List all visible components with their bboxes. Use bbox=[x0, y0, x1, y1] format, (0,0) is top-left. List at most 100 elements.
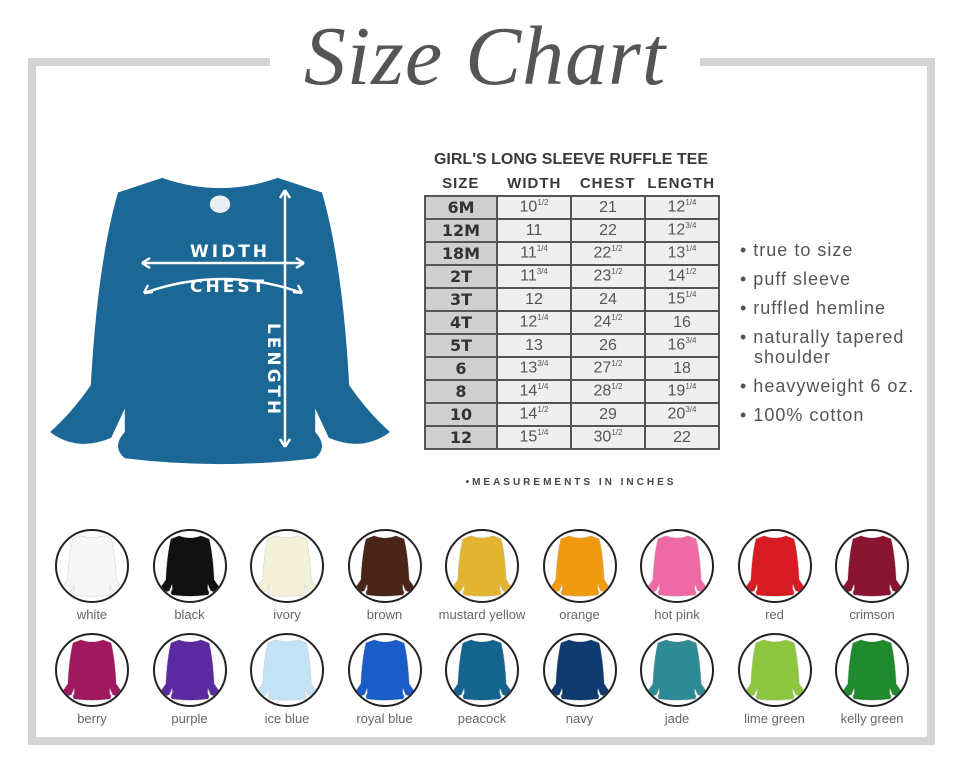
length-label: LENGTH bbox=[263, 322, 284, 418]
header-size: SIZE bbox=[442, 175, 480, 192]
width-cell: 111/4 bbox=[496, 241, 572, 266]
swatch-label: orange bbox=[559, 607, 600, 622]
swatch-jade[interactable]: jade bbox=[640, 633, 714, 727]
shirt-icon bbox=[547, 535, 612, 597]
width-cell: 12 bbox=[496, 287, 572, 312]
header-width: WIDTH bbox=[507, 175, 562, 192]
size-cell: 8 bbox=[424, 379, 498, 404]
swatch-white[interactable]: white bbox=[55, 529, 129, 623]
length-cell: 16 bbox=[644, 310, 720, 335]
swatch-peacock[interactable]: peacock bbox=[445, 633, 519, 727]
swatch-label: royal blue bbox=[356, 711, 413, 726]
chest-cell: 241/2 bbox=[570, 310, 646, 335]
swatch-purple[interactable]: purple bbox=[152, 633, 227, 727]
width-cell: 113/4 bbox=[496, 264, 572, 289]
chest-cell: 231/2 bbox=[570, 264, 646, 289]
table-row: 18M 111/4 221/2 131/4 bbox=[424, 241, 720, 266]
shirt-icon bbox=[547, 639, 612, 701]
shirt-icon bbox=[157, 535, 222, 597]
swatch-crimson[interactable]: crimson bbox=[835, 529, 909, 623]
shirt-icon bbox=[644, 535, 710, 597]
table-row: 5T 13 26 163/4 bbox=[424, 333, 720, 358]
swatch-hot-pink[interactable]: hot pink bbox=[640, 529, 714, 623]
chest-cell: 221/2 bbox=[570, 241, 646, 266]
width-label: WIDTH bbox=[190, 242, 271, 262]
swatch-label: peacock bbox=[457, 711, 507, 726]
swatch-ivory[interactable]: ivory bbox=[250, 529, 324, 623]
chest-cell: 29 bbox=[570, 402, 646, 427]
shirt-icon bbox=[449, 535, 515, 597]
swatch-ice-blue[interactable]: ice blue bbox=[250, 633, 324, 727]
length-cell: 121/4 bbox=[644, 195, 720, 220]
swatch-berry[interactable]: berry bbox=[55, 633, 129, 727]
swatch-circle bbox=[250, 633, 324, 707]
swatch-label: ivory bbox=[273, 607, 301, 622]
size-cell: 3T bbox=[424, 287, 498, 312]
swatch-label: navy bbox=[565, 711, 594, 726]
swatch-brown[interactable]: brown bbox=[347, 529, 422, 623]
length-cell: 22 bbox=[644, 425, 720, 450]
swatch-circle bbox=[640, 529, 714, 603]
swatch-kelly-green[interactable]: kelly green bbox=[835, 633, 909, 727]
swatch-label: mustard yellow bbox=[438, 607, 526, 622]
measurement-note: •MEASUREMENTS IN INCHES bbox=[465, 477, 677, 488]
swatch-royal-blue[interactable]: royal blue bbox=[347, 633, 422, 727]
width-cell: 141/2 bbox=[496, 402, 572, 427]
swatch-label: red bbox=[765, 607, 784, 622]
shirt-icon bbox=[254, 535, 320, 597]
table-row: 12M 11 22 123/4 bbox=[424, 218, 720, 243]
swatch-label: kelly green bbox=[840, 711, 904, 726]
table-header: SIZE WIDTH CHEST LENGTH bbox=[424, 175, 718, 193]
length-cell: 18 bbox=[644, 356, 720, 381]
table-row: 6M 101/2 21 121/4 bbox=[424, 195, 720, 220]
chest-cell: 301/2 bbox=[570, 425, 646, 450]
header-chest: CHEST bbox=[579, 175, 636, 192]
feature-list: • true to size • puff sleeve • ruffled hem… bbox=[740, 240, 940, 434]
length-cell: 151/4 bbox=[644, 287, 720, 312]
width-cell: 13 bbox=[496, 333, 572, 358]
width-cell: 11 bbox=[496, 218, 572, 243]
header-length: LENGTH bbox=[647, 175, 716, 192]
swatch-orange[interactable]: orange bbox=[542, 529, 617, 623]
length-cell: 163/4 bbox=[644, 333, 720, 358]
shirt-icon bbox=[644, 639, 710, 701]
shirt-image bbox=[50, 177, 390, 465]
swatch-label: lime green bbox=[744, 711, 805, 726]
length-cell: 123/4 bbox=[644, 218, 720, 243]
shirt-icon bbox=[839, 639, 905, 701]
swatch-mustard-yellow[interactable]: mustard yellow bbox=[439, 529, 525, 623]
width-cell: 151/4 bbox=[496, 425, 572, 450]
table-row: 8 141/4 281/2 191/4 bbox=[424, 379, 720, 404]
swatch-black[interactable]: black bbox=[152, 529, 227, 623]
size-cell: 5T bbox=[424, 333, 498, 358]
swatch-lime-green[interactable]: lime green bbox=[737, 633, 812, 727]
feature-item: • heavyweight 6 oz. bbox=[740, 376, 915, 396]
swatch-label: jade bbox=[664, 711, 690, 726]
swatch-circle bbox=[542, 633, 617, 707]
table-title: GIRL'S LONG SLEEVE RUFFLE TEE bbox=[433, 151, 709, 168]
chest-cell: 26 bbox=[570, 333, 646, 358]
chest-cell: 21 bbox=[570, 195, 646, 220]
table-row: 10 141/2 29 203/4 bbox=[424, 402, 720, 427]
swatch-label: crimson bbox=[849, 607, 895, 622]
swatch-circle bbox=[347, 529, 422, 603]
swatch-navy[interactable]: navy bbox=[542, 633, 617, 727]
swatch-circle bbox=[55, 633, 129, 707]
swatch-red[interactable]: red bbox=[737, 529, 812, 623]
shirt-icon bbox=[352, 535, 417, 597]
shirt-icon bbox=[59, 639, 125, 701]
swatch-circle bbox=[640, 633, 714, 707]
length-cell: 203/4 bbox=[644, 402, 720, 427]
swatch-circle bbox=[250, 529, 324, 603]
swatch-circle bbox=[835, 529, 909, 603]
feature-item: • naturally tapered shoulder bbox=[740, 327, 905, 367]
shirt-icon bbox=[157, 639, 222, 701]
chest-label: CHEST bbox=[190, 277, 268, 297]
chest-cell: 281/2 bbox=[570, 379, 646, 404]
shirt-icon bbox=[352, 639, 417, 701]
size-cell: 4T bbox=[424, 310, 498, 335]
width-cell: 133/4 bbox=[496, 356, 572, 381]
shirt-diagram bbox=[50, 177, 390, 465]
size-cell: 6 bbox=[424, 356, 498, 381]
size-cell: 6M bbox=[424, 195, 498, 220]
